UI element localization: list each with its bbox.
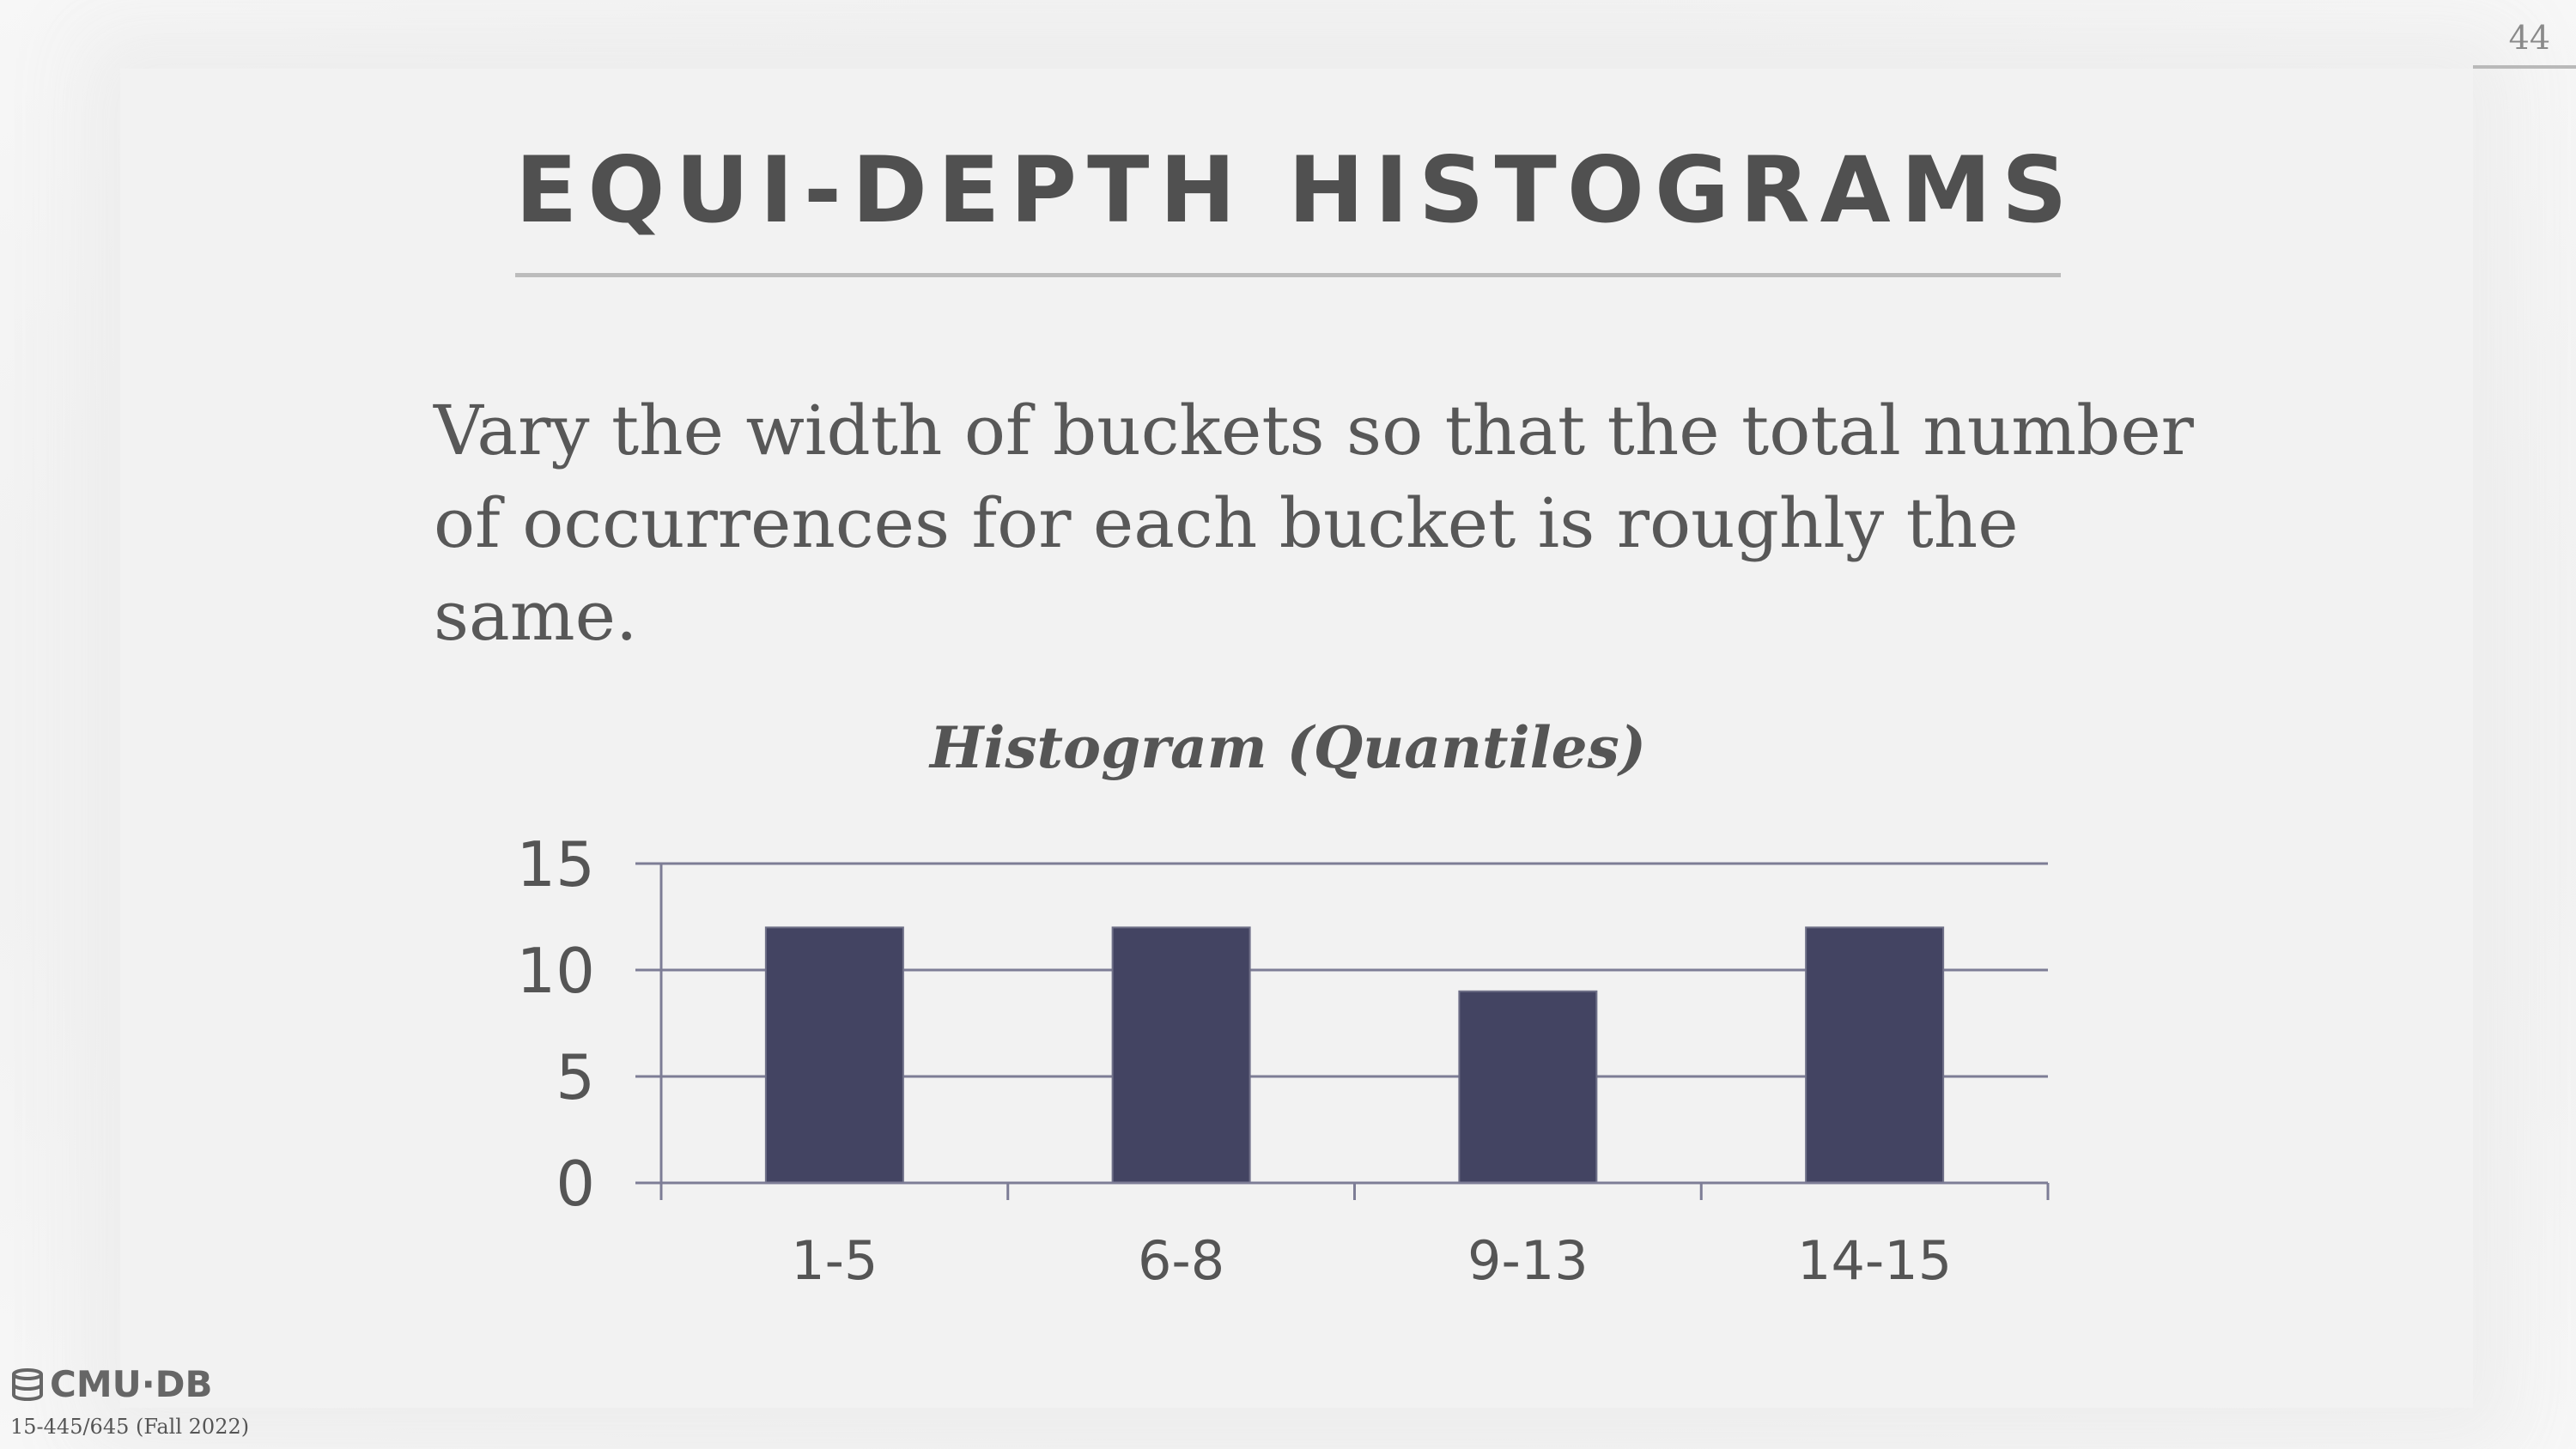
bar-1-5 <box>764 926 904 1185</box>
slide-background <box>120 69 2473 1408</box>
bar-9-13 <box>1458 990 1598 1185</box>
slide-title: EQUI-DEPTH HISTOGRAMS <box>515 137 2078 243</box>
y-tick-label: 5 <box>556 1041 595 1113</box>
body-line-2: of occurrences for each bucket is roughl… <box>434 483 2019 656</box>
y-tick-label: 10 <box>516 935 595 1007</box>
page-number-underline <box>2473 65 2576 69</box>
page-number: 44 <box>2508 19 2550 57</box>
bar-6-8 <box>1111 926 1251 1185</box>
footer-logo-text: CMU·DB <box>50 1363 213 1405</box>
slide-body: Vary the width of buckets so that the to… <box>434 385 2237 663</box>
bar-14-15 <box>1805 926 1945 1185</box>
chart-title: Histogram (Quantiles) <box>929 714 1647 781</box>
x-tick-label: 6-8 <box>1138 1229 1224 1292</box>
x-tick-label: 9-13 <box>1467 1229 1589 1292</box>
x-tick-label: 1-5 <box>791 1229 878 1292</box>
footer-course-label: 15-445/645 (Fall 2022) <box>10 1415 250 1439</box>
footer-logo: CMU·DB <box>10 1363 213 1405</box>
database-icon <box>12 1367 43 1401</box>
x-tick-label: 14-15 <box>1797 1229 1952 1292</box>
y-tick-label: 15 <box>516 828 595 900</box>
y-tick-label: 0 <box>556 1148 595 1220</box>
title-underline <box>515 273 2061 277</box>
body-line-1: Vary the width of buckets so that the to… <box>434 391 2194 470</box>
